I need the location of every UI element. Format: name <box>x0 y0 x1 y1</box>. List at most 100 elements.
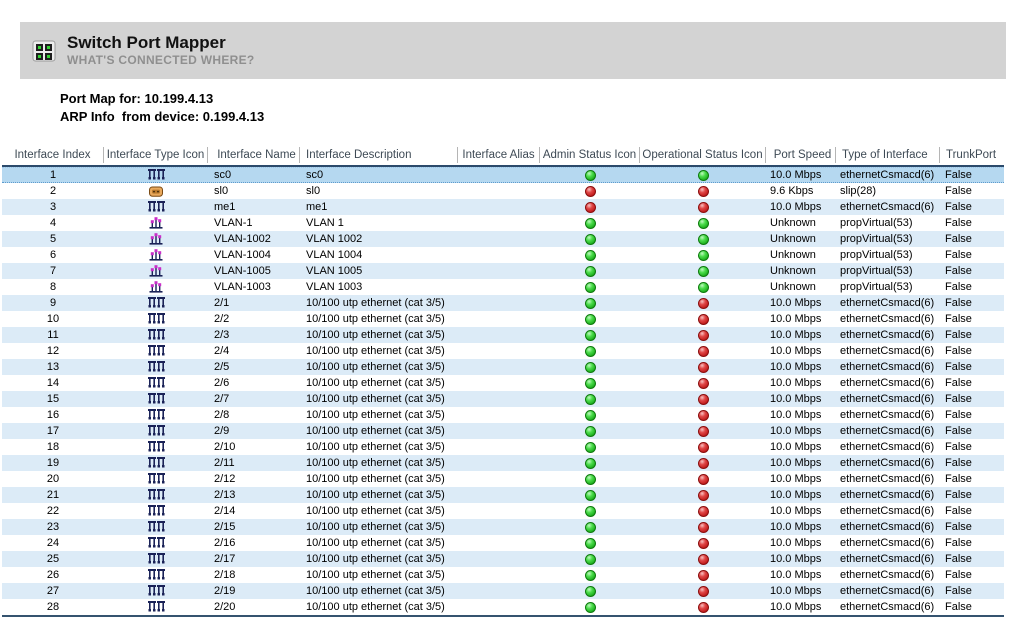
table-row[interactable]: 2 sl0 sl0 9.6 Kbps slip(28) False <box>2 183 1004 199</box>
cell-interface-name: 2/17 <box>214 553 236 565</box>
table-row[interactable]: 7 VLAN-1005 VLAN 1005 Unknown propVirtua… <box>2 263 1004 279</box>
table-row[interactable]: 10 2/2 10/100 utp ethernet (cat 3/5) 10.… <box>2 311 1004 327</box>
cell-interface-alias <box>458 343 540 359</box>
ethernet-icon <box>147 553 165 565</box>
table-row[interactable]: 25 2/17 10/100 utp ethernet (cat 3/5) 10… <box>2 551 1004 567</box>
admin-status-icon <box>584 489 596 501</box>
column-header-operational-status-icon[interactable]: Operational Status Icon <box>640 147 766 163</box>
table-row[interactable]: 8 VLAN-1003 VLAN 1003 Unknown propVirtua… <box>2 279 1004 295</box>
table-row[interactable]: 9 2/1 10/100 utp ethernet (cat 3/5) 10.0… <box>2 295 1004 311</box>
column-header-port-speed[interactable]: Port Speed <box>766 147 836 163</box>
column-header-type-of-interface[interactable]: Type of Interface <box>836 147 940 163</box>
cell-admin-status <box>540 439 640 455</box>
cell-port-speed: Unknown <box>770 281 816 293</box>
port-map-for-line: Port Map for: 10.199.4.13 <box>60 91 214 106</box>
cell-admin-status <box>540 503 640 519</box>
cell-port-speed: Unknown <box>770 233 816 245</box>
cell-port-speed: 10.0 Mbps <box>770 297 822 309</box>
cell-trunk-port: False <box>945 585 972 597</box>
table-row[interactable]: 4 VLAN-1 VLAN 1 Unknown propVirtual(53) … <box>2 215 1004 231</box>
table-row[interactable]: 16 2/8 10/100 utp ethernet (cat 3/5) 10.… <box>2 407 1004 423</box>
cell-interface-index: 7 <box>49 265 57 277</box>
admin-status-icon <box>584 601 596 613</box>
cell-type-of-interface: ethernetCsmacd(6) <box>840 601 935 613</box>
cell-interface-alias <box>458 551 540 567</box>
cell-port-speed: 10.0 Mbps <box>770 169 822 181</box>
admin-status-icon <box>584 329 596 341</box>
cell-interface-type-icon <box>104 168 208 182</box>
cell-interface-name: 2/6 <box>214 377 230 389</box>
cell-admin-status <box>540 487 640 503</box>
cell-interface-index: 23 <box>46 521 60 533</box>
column-header-interface-type-icon[interactable]: Interface Type Icon <box>104 147 208 163</box>
operational-status-icon <box>697 361 709 373</box>
table-row[interactable]: 24 2/16 10/100 utp ethernet (cat 3/5) 10… <box>2 535 1004 551</box>
cell-type-of-interface: slip(28) <box>840 185 877 197</box>
column-header-interface-description[interactable]: Interface Description <box>300 147 458 163</box>
cell-interface-type-icon <box>104 455 208 471</box>
cell-operational-status <box>640 439 766 455</box>
cell-operational-status <box>640 599 766 615</box>
cell-type-of-interface: ethernetCsmacd(6) <box>840 441 935 453</box>
table-row[interactable]: 27 2/19 10/100 utp ethernet (cat 3/5) 10… <box>2 583 1004 599</box>
operational-status-icon <box>697 281 709 293</box>
cell-port-speed: Unknown <box>770 265 816 277</box>
table-row[interactable]: 23 2/15 10/100 utp ethernet (cat 3/5) 10… <box>2 519 1004 535</box>
column-header-interface-alias[interactable]: Interface Alias <box>458 147 540 163</box>
cell-interface-description: 10/100 utp ethernet (cat 3/5) <box>306 521 445 533</box>
cell-interface-type-icon <box>104 183 208 199</box>
cell-trunk-port: False <box>945 249 972 261</box>
admin-status-icon <box>584 249 596 261</box>
cell-interface-description: 10/100 utp ethernet (cat 3/5) <box>306 409 445 421</box>
cell-trunk-port: False <box>945 393 972 405</box>
admin-status-icon <box>584 313 596 325</box>
column-header-interface-index[interactable]: Interface Index <box>2 147 104 163</box>
cell-interface-description: 10/100 utp ethernet (cat 3/5) <box>306 345 445 357</box>
table-row[interactable]: 5 VLAN-1002 VLAN 1002 Unknown propVirtua… <box>2 231 1004 247</box>
admin-status-icon <box>584 537 596 549</box>
table-row[interactable]: 18 2/10 10/100 utp ethernet (cat 3/5) 10… <box>2 439 1004 455</box>
table-row[interactable]: 26 2/18 10/100 utp ethernet (cat 3/5) 10… <box>2 567 1004 583</box>
cell-port-speed: 10.0 Mbps <box>770 313 822 325</box>
cell-trunk-port: False <box>945 441 972 453</box>
cell-interface-alias <box>458 183 540 199</box>
cell-port-speed: 9.6 Kbps <box>770 185 814 197</box>
cell-interface-index: 9 <box>49 297 57 309</box>
cell-interface-alias <box>458 295 540 311</box>
cell-interface-index: 24 <box>46 537 60 549</box>
cell-interface-name: VLAN-1003 <box>214 281 271 293</box>
table-row[interactable]: 3 me1 me1 10.0 Mbps ethernetCsmacd(6) Fa… <box>2 199 1004 215</box>
cell-admin-status <box>540 375 640 391</box>
admin-status-icon <box>584 345 596 357</box>
table-row[interactable]: 19 2/11 10/100 utp ethernet (cat 3/5) 10… <box>2 455 1004 471</box>
vlan-icon <box>149 217 163 229</box>
admin-status-icon <box>584 233 596 245</box>
column-header-admin-status-icon[interactable]: Admin Status Icon <box>540 147 640 163</box>
table-row[interactable]: 28 2/20 10/100 utp ethernet (cat 3/5) 10… <box>2 599 1004 615</box>
table-row[interactable]: 6 VLAN-1004 VLAN 1004 Unknown propVirtua… <box>2 247 1004 263</box>
cell-interface-name: VLAN-1004 <box>214 249 271 261</box>
table-row[interactable]: 11 2/3 10/100 utp ethernet (cat 3/5) 10.… <box>2 327 1004 343</box>
cell-interface-index: 4 <box>49 217 57 229</box>
table-row[interactable]: 13 2/5 10/100 utp ethernet (cat 3/5) 10.… <box>2 359 1004 375</box>
table-row[interactable]: 22 2/14 10/100 utp ethernet (cat 3/5) 10… <box>2 503 1004 519</box>
cell-interface-alias <box>458 503 540 519</box>
table-row[interactable]: 21 2/13 10/100 utp ethernet (cat 3/5) 10… <box>2 487 1004 503</box>
cell-admin-status <box>540 359 640 375</box>
table-row[interactable]: 17 2/9 10/100 utp ethernet (cat 3/5) 10.… <box>2 423 1004 439</box>
column-header-interface-name[interactable]: Interface Name <box>208 147 300 163</box>
cell-interface-alias <box>458 279 540 295</box>
table-row[interactable]: 20 2/12 10/100 utp ethernet (cat 3/5) 10… <box>2 471 1004 487</box>
table-row[interactable]: 15 2/7 10/100 utp ethernet (cat 3/5) 10.… <box>2 391 1004 407</box>
table-row[interactable]: 1 sc0 sc0 10.0 Mbps ethernetCsmacd(6) Fa… <box>2 167 1004 183</box>
slip-icon <box>149 186 163 197</box>
cell-port-speed: 10.0 Mbps <box>770 201 822 213</box>
cell-interface-description: 10/100 utp ethernet (cat 3/5) <box>306 601 445 613</box>
operational-status-icon <box>697 185 709 197</box>
page-title: Switch Port Mapper <box>67 33 226 52</box>
cell-type-of-interface: ethernetCsmacd(6) <box>840 505 935 517</box>
column-header-trunkport[interactable]: TrunkPort <box>946 149 997 161</box>
table-row[interactable]: 12 2/4 10/100 utp ethernet (cat 3/5) 10.… <box>2 343 1004 359</box>
cell-operational-status <box>640 263 766 279</box>
table-row[interactable]: 14 2/6 10/100 utp ethernet (cat 3/5) 10.… <box>2 375 1004 391</box>
